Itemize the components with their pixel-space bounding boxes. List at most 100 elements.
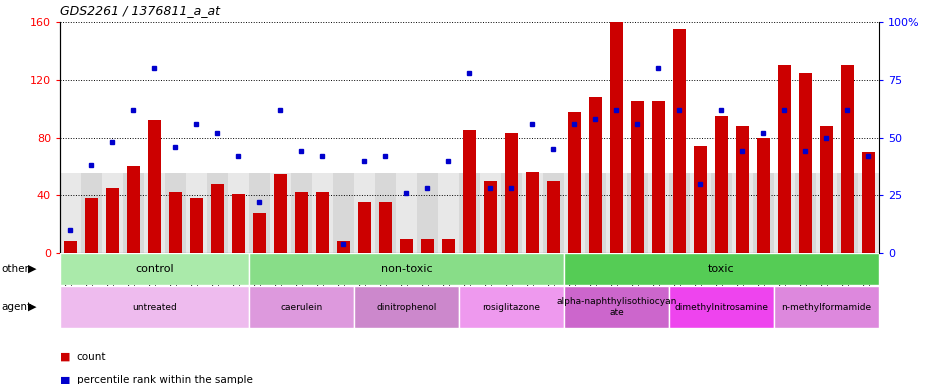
- Bar: [80, 173, 102, 253]
- Bar: [547, 181, 559, 253]
- Bar: [102, 102, 123, 253]
- Text: other: other: [2, 264, 30, 274]
- Bar: [731, 173, 753, 253]
- Bar: [295, 192, 307, 253]
- Bar: [354, 286, 459, 328]
- Bar: [648, 173, 668, 253]
- Bar: [354, 173, 374, 253]
- Bar: [543, 173, 563, 253]
- Bar: [710, 102, 731, 253]
- Bar: [521, 102, 543, 253]
- Bar: [773, 286, 878, 328]
- Bar: [232, 194, 244, 253]
- Bar: [60, 173, 878, 253]
- Bar: [144, 173, 165, 253]
- Bar: [186, 173, 207, 253]
- Bar: [60, 173, 80, 253]
- Bar: [102, 173, 123, 253]
- Bar: [65, 242, 77, 253]
- Bar: [815, 102, 836, 253]
- Bar: [648, 102, 668, 253]
- Text: untreated: untreated: [132, 303, 177, 311]
- Bar: [819, 126, 832, 253]
- Bar: [60, 102, 80, 253]
- Bar: [861, 152, 874, 253]
- Bar: [606, 173, 626, 253]
- Bar: [462, 130, 475, 253]
- Bar: [501, 173, 521, 253]
- Bar: [396, 102, 417, 253]
- Text: dimethylnitrosamine: dimethylnitrosamine: [674, 303, 768, 311]
- Bar: [773, 102, 794, 253]
- Bar: [437, 102, 459, 253]
- Bar: [400, 238, 413, 253]
- Bar: [857, 102, 878, 253]
- Bar: [315, 192, 329, 253]
- Bar: [417, 102, 437, 253]
- Bar: [505, 133, 518, 253]
- Bar: [836, 102, 857, 253]
- Text: caerulein: caerulein: [280, 303, 322, 311]
- Bar: [249, 102, 270, 253]
- Bar: [60, 22, 878, 253]
- Bar: [626, 173, 648, 253]
- Bar: [689, 102, 710, 253]
- Bar: [753, 102, 773, 253]
- Bar: [836, 173, 857, 253]
- Bar: [374, 102, 396, 253]
- Bar: [563, 286, 668, 328]
- Bar: [165, 102, 186, 253]
- Bar: [127, 166, 139, 253]
- Bar: [714, 116, 727, 253]
- Bar: [190, 198, 202, 253]
- Bar: [442, 238, 454, 253]
- Bar: [227, 173, 249, 253]
- Bar: [794, 102, 815, 253]
- Bar: [207, 102, 227, 253]
- Bar: [841, 65, 853, 253]
- Bar: [165, 173, 186, 253]
- Bar: [668, 102, 689, 253]
- Text: ■: ■: [60, 375, 70, 384]
- Bar: [567, 111, 580, 253]
- Bar: [291, 102, 312, 253]
- Bar: [60, 253, 249, 285]
- Bar: [274, 174, 286, 253]
- Bar: [417, 173, 437, 253]
- Bar: [484, 181, 496, 253]
- Bar: [694, 146, 706, 253]
- Text: rosiglitazone: rosiglitazone: [482, 303, 540, 311]
- Bar: [479, 102, 501, 253]
- Bar: [736, 126, 748, 253]
- Bar: [606, 102, 626, 253]
- Bar: [668, 173, 689, 253]
- Bar: [332, 173, 354, 253]
- Bar: [689, 173, 710, 253]
- Bar: [123, 102, 144, 253]
- Bar: [543, 102, 563, 253]
- Bar: [459, 286, 563, 328]
- Bar: [501, 102, 521, 253]
- Bar: [589, 97, 601, 253]
- Bar: [479, 173, 501, 253]
- Bar: [211, 184, 224, 253]
- Bar: [253, 213, 266, 253]
- Bar: [312, 173, 332, 253]
- Bar: [710, 173, 731, 253]
- Bar: [249, 253, 563, 285]
- Text: ■: ■: [60, 352, 70, 362]
- Bar: [459, 173, 479, 253]
- Bar: [794, 173, 815, 253]
- Bar: [207, 173, 227, 253]
- Bar: [270, 102, 291, 253]
- Bar: [85, 198, 97, 253]
- Bar: [60, 286, 249, 328]
- Bar: [459, 102, 479, 253]
- Bar: [106, 188, 119, 253]
- Bar: [526, 172, 538, 253]
- Bar: [631, 101, 643, 253]
- Bar: [609, 22, 622, 253]
- Bar: [249, 286, 354, 328]
- Bar: [148, 120, 161, 253]
- Bar: [249, 173, 270, 253]
